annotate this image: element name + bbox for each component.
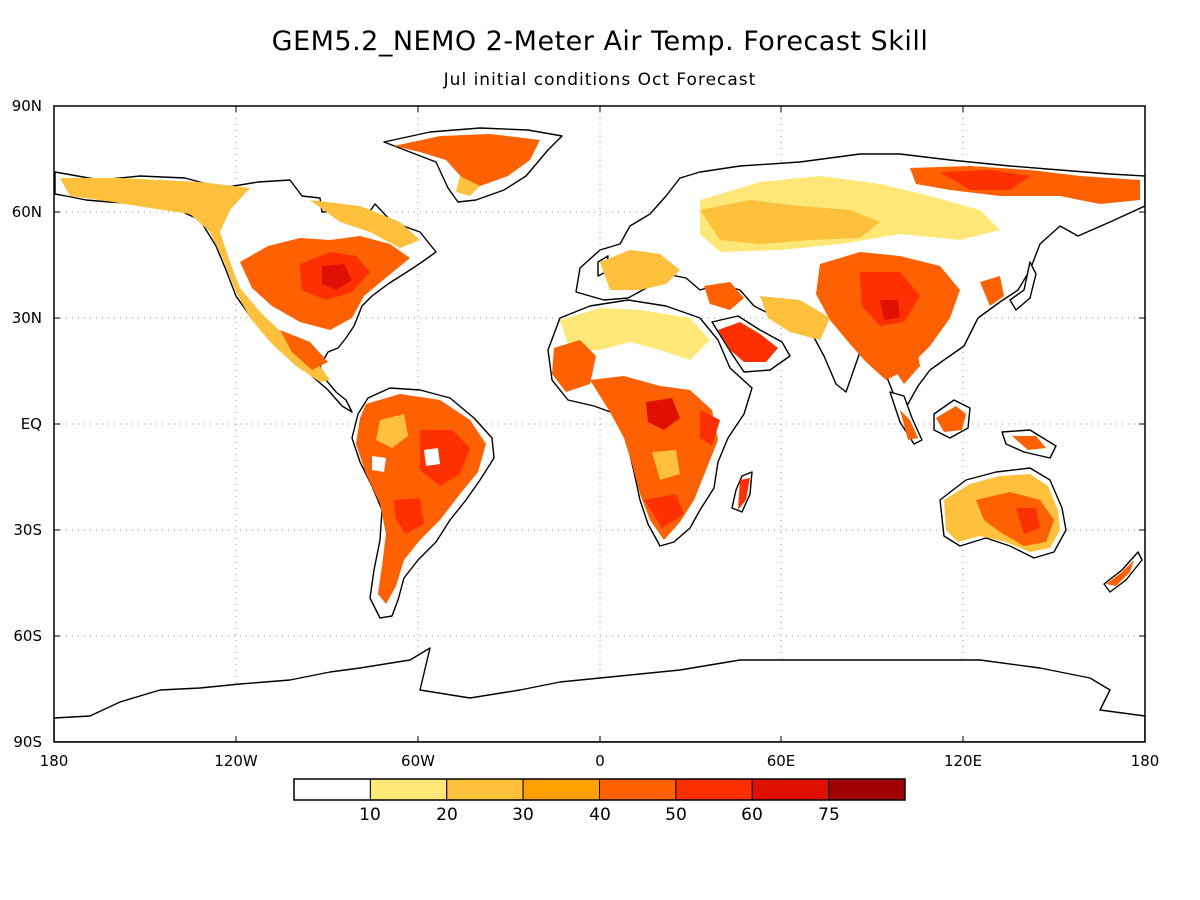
colorbar-swatch [828, 778, 906, 801]
colorbar-swatch [675, 778, 753, 801]
tick-marks [54, 105, 1145, 742]
colorbar-label: 60 [741, 805, 763, 825]
lat-tick-90n: 90N [12, 97, 42, 115]
lon-tick-60e: 60E [767, 752, 796, 770]
skill-shading [60, 134, 1140, 604]
colorbar: 10 20 30 40 50 60 75 [293, 778, 906, 825]
lon-tick-120e: 120E [944, 752, 982, 770]
colorbar-swatch [369, 778, 448, 801]
skill-region [936, 406, 966, 432]
colorbar-label: 50 [665, 805, 687, 825]
lon-tick-180e: 180 [1131, 752, 1160, 770]
chart-title: GEM5.2_NEMO 2-Meter Air Temp. Forecast S… [271, 26, 929, 57]
colorbar-border [293, 778, 906, 801]
lon-tick-60w: 60W [401, 752, 435, 770]
skill-region [372, 456, 386, 472]
colorbar-labels: 10 20 30 40 50 60 75 [359, 805, 840, 825]
lat-tick-labels: 90N 60N 30N EQ 30S 60S 90S [12, 97, 42, 751]
lon-tick-0: 0 [595, 752, 605, 770]
colorbar-swatch [522, 778, 600, 801]
skill-region [700, 410, 720, 446]
skill-region [600, 250, 680, 290]
chart-subtitle: Jul initial conditions Oct Forecast [443, 70, 757, 90]
colorbar-label: 30 [512, 805, 534, 825]
skill-region [322, 264, 352, 290]
colorbar-swatch [599, 778, 677, 801]
lon-tick-120w: 120W [214, 752, 258, 770]
skill-region [644, 494, 684, 528]
skill-region [900, 410, 918, 440]
colorbar-swatch [293, 778, 371, 801]
colorbar-label: 20 [436, 805, 458, 825]
skill-region [760, 296, 830, 340]
skill-region [940, 170, 1030, 190]
skill-region [646, 398, 680, 430]
antarctica-outline [54, 647, 1145, 742]
skill-region [738, 478, 750, 510]
skill-region [652, 450, 680, 480]
skill-region [1106, 560, 1134, 586]
skill-region [1016, 508, 1040, 534]
lat-tick-90s: 90S [13, 733, 42, 751]
lon-tick-180w: 180 [40, 752, 69, 770]
lat-tick-30s: 30S [13, 521, 42, 539]
skill-region [280, 330, 328, 370]
skill-region [860, 272, 920, 326]
japan-outline [1009, 261, 1037, 311]
skill-region [976, 492, 1054, 546]
skill-region [890, 340, 920, 384]
skill-region [880, 300, 900, 320]
skill-region [456, 176, 480, 196]
colorbar-swatch [751, 778, 830, 801]
north-america-outline [54, 171, 437, 413]
skill-region [552, 340, 596, 392]
lon-tick-labels: 180 120W 60W 0 60E 120E 180 [40, 752, 1160, 770]
lat-tick-60s: 60S [13, 627, 42, 645]
lat-tick-60n: 60N [12, 203, 42, 221]
skill-region [394, 498, 424, 534]
skill-region [310, 200, 420, 248]
skill-region [60, 178, 330, 382]
skill-region [394, 134, 540, 186]
lat-tick-eq: EQ [21, 415, 42, 433]
skill-region [718, 322, 778, 362]
colorbar-label: 75 [818, 805, 840, 825]
lat-tick-30n: 30N [12, 309, 42, 327]
colorbar-label: 40 [589, 805, 611, 825]
skill-region [424, 448, 440, 466]
skill-region [376, 414, 408, 448]
skill-region [420, 430, 470, 486]
colorbar-label: 10 [359, 805, 381, 825]
skill-region [700, 200, 880, 244]
skill-region [980, 276, 1004, 306]
colorbar-swatches [293, 778, 906, 801]
skill-region [560, 308, 710, 360]
colorbar-swatch [446, 778, 524, 801]
skill-region [1012, 436, 1046, 450]
skill-region [704, 282, 744, 310]
